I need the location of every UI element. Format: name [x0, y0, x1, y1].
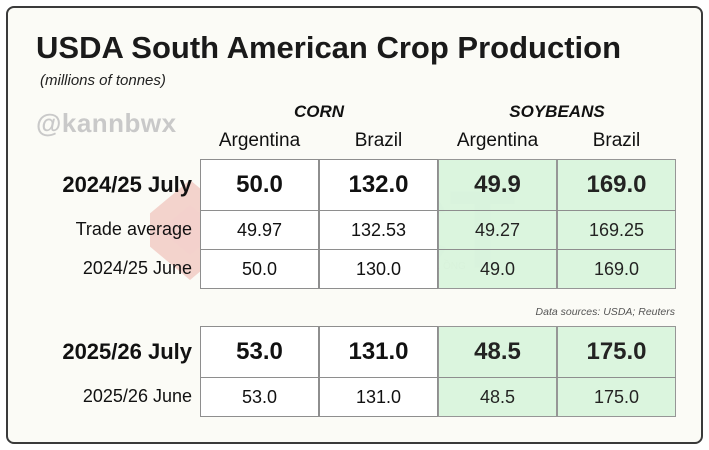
- group-label-soybeans: SOYBEANS: [509, 102, 605, 121]
- table-cell: 53.0: [200, 326, 319, 378]
- row-label: 2024/25 July: [62, 172, 192, 197]
- chart-subtitle: (millions of tonnes): [40, 72, 166, 89]
- table-cell: 49.0: [438, 249, 557, 289]
- row-label: 2025/26 July: [62, 339, 192, 364]
- column-label-corn-argentina: Argentina: [218, 130, 301, 151]
- table-cell: 50.0: [200, 249, 319, 289]
- group-label-corn: CORN: [293, 102, 345, 121]
- table-cell: 131.0: [319, 377, 438, 417]
- column-label-soybeans-brazil: Brazil: [592, 130, 641, 151]
- table-cell: 175.0: [557, 377, 676, 417]
- table-cell: 132.0: [319, 159, 438, 211]
- row-label: 2025/26 June: [82, 386, 192, 406]
- table-cell: 49.27: [438, 210, 557, 250]
- table-cell: 53.0: [200, 377, 319, 417]
- column-label-corn-brazil: Brazil: [354, 130, 403, 151]
- table-cell: 130.0: [319, 249, 438, 289]
- data-source-note: Data sources: USDA; Reuters: [535, 306, 675, 318]
- table-cell: 169.0: [557, 249, 676, 289]
- table-cell: 49.9: [438, 159, 557, 211]
- column-label-soybeans-argentina: Argentina: [456, 130, 539, 151]
- table-cell: 48.5: [438, 326, 557, 378]
- author-handle: @kannbwx: [36, 108, 177, 138]
- row-label: Trade average: [75, 219, 192, 239]
- table-cell: 132.53: [319, 210, 438, 250]
- table-cell: 175.0: [557, 326, 676, 378]
- row-label: 2024/25 June: [82, 258, 192, 278]
- table-cell: 169.25: [557, 210, 676, 250]
- table-cell: 49.97: [200, 210, 319, 250]
- table-cell: 48.5: [438, 377, 557, 417]
- table-cell: 50.0: [200, 159, 319, 211]
- table-cell: 169.0: [557, 159, 676, 211]
- table-cell: 131.0: [319, 326, 438, 378]
- chart-title: USDA South American Crop Production: [36, 30, 622, 65]
